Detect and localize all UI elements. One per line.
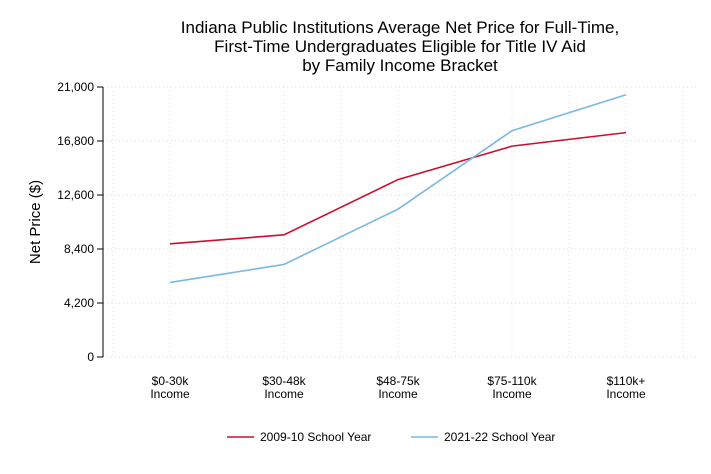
x-tick-label: $30-48k — [262, 374, 306, 388]
x-tick-label: Income — [264, 387, 304, 401]
x-tick-label: $48-75k — [376, 374, 420, 388]
y-tick-label: 4,200 — [64, 296, 94, 310]
x-tick-label: Income — [492, 387, 532, 401]
y-tick-label: 12,600 — [57, 188, 94, 202]
legend: 2009-10 School Year 2021-22 School Year — [227, 430, 555, 444]
plot-area — [169, 93, 627, 284]
y-tick-label: 0 — [87, 350, 94, 364]
x-tick-label: Income — [378, 387, 418, 401]
legend-item: 2009-10 School Year — [227, 430, 371, 444]
x-tick-label: $75-110k — [487, 374, 537, 388]
legend-item: 2021-22 School Year — [411, 430, 555, 444]
series-line-2 — [169, 93, 627, 284]
x-tick-label: Income — [606, 387, 646, 401]
title-line-3: by Family Income Bracket — [302, 56, 498, 75]
grid — [103, 86, 697, 358]
x-tick-label: Income — [150, 387, 190, 401]
legend-label: 2021-22 School Year — [444, 430, 555, 444]
y-tick-label: 21,000 — [57, 80, 94, 94]
y-axis-label: Net Price ($) — [27, 180, 44, 264]
x-axis: $0-30kIncome$30-48kIncome$48-75kIncome$7… — [150, 374, 646, 401]
y-tick-label: 8,400 — [64, 242, 94, 256]
legend-label: 2009-10 School Year — [260, 430, 371, 444]
x-tick-label: $0-30k — [152, 374, 190, 388]
y-axis: 0 4,200 8,400 12,600 16,800 21,000 — [57, 80, 104, 364]
x-tick-label: $110k+ — [607, 374, 646, 388]
y-tick-label: 16,800 — [57, 134, 94, 148]
chart-title: Indiana Public Institutions Average Net … — [181, 18, 619, 75]
title-line-1: Indiana Public Institutions Average Net … — [181, 18, 619, 37]
title-line-2: First-Time Undergraduates Eligible for T… — [214, 37, 586, 56]
